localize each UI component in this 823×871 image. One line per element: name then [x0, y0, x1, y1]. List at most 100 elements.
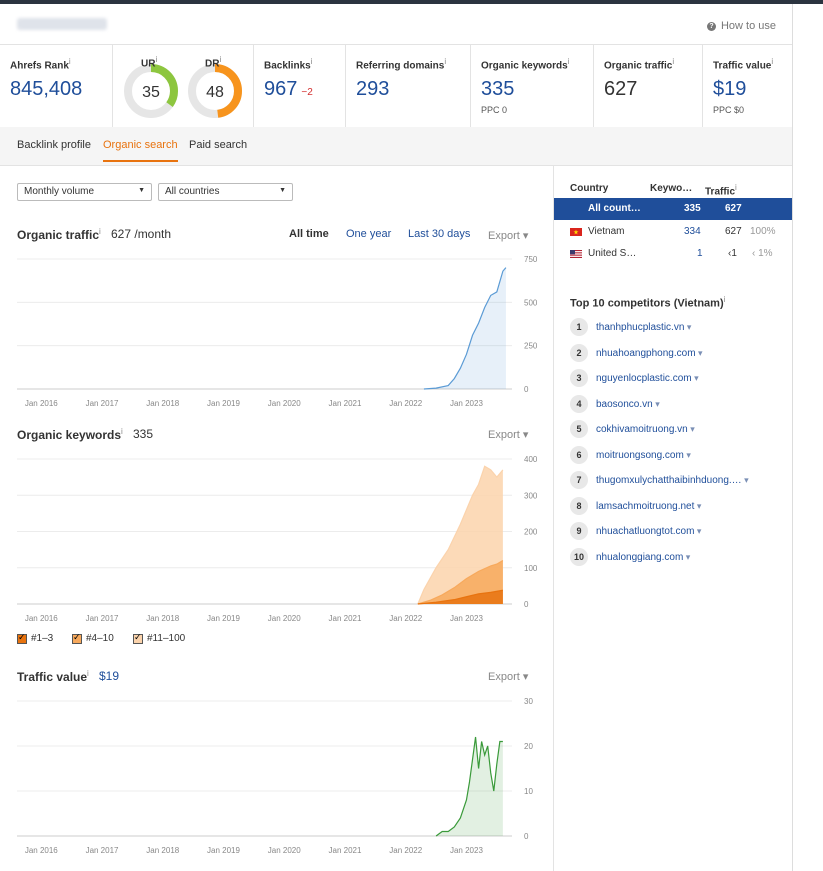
series-line	[435, 736, 503, 837]
tab-backlink-profile[interactable]: Backlink profile	[17, 139, 91, 151]
tab-organic-search[interactable]: Organic search	[103, 139, 178, 162]
metric-organic-keywords[interactable]: Organic keywordsi 335 PPC 0	[471, 45, 594, 128]
x-tick-label: Jan 2023	[450, 846, 483, 855]
info-icon[interactable]: i	[723, 295, 726, 304]
ur-value: 35	[142, 84, 160, 101]
metric-referring-domains[interactable]: Referring domainsi 293	[346, 45, 471, 128]
volume-select[interactable]: Monthly volume	[17, 183, 152, 201]
y-tick-label: 300	[524, 491, 538, 500]
info-icon[interactable]: i	[87, 669, 89, 678]
backlinks-value[interactable]: 967	[264, 78, 298, 101]
country-row-us[interactable]: United S… 1 ‹1 ‹ 1%	[554, 243, 792, 265]
x-tick-label: Jan 2020	[268, 614, 301, 623]
country-select[interactable]: All countries	[158, 183, 293, 201]
competitor-rank: 3	[570, 369, 588, 387]
y-tick-label: 10	[524, 787, 533, 796]
period-last-30-days[interactable]: Last 30 days	[408, 228, 471, 240]
checkbox-checked-icon[interactable]	[72, 632, 82, 644]
legend-4-10-label: #4–10	[86, 633, 114, 644]
competitor-domain-link[interactable]: baosonco.vn	[596, 399, 660, 410]
competitor-item[interactable]: 2 nhuahoangphong.com	[570, 343, 790, 364]
competitor-rank: 10	[570, 547, 588, 566]
info-icon[interactable]: i	[771, 57, 774, 66]
competitor-domain-link[interactable]: cokhivamoitruong.vn	[596, 424, 695, 435]
export-label: Export	[488, 429, 520, 441]
how-to-use-link[interactable]: ? How to use	[706, 20, 776, 32]
competitor-domain-link[interactable]: nguyenlocplastic.com	[596, 373, 699, 384]
top-bar	[0, 0, 823, 4]
info-icon[interactable]: i	[444, 57, 447, 66]
info-icon[interactable]: i	[121, 427, 123, 436]
export-label: Export	[488, 671, 520, 683]
x-tick-label: Jan 2018	[146, 846, 179, 855]
metric-backlinks[interactable]: Backlinksi 967 −2	[254, 45, 346, 128]
y-tick-label: 200	[524, 528, 538, 537]
chevron-down-icon: ▾	[522, 230, 529, 242]
country-row-all[interactable]: All count… 335 627	[554, 198, 792, 220]
competitor-item[interactable]: 9 nhuachatluongtot.com	[570, 522, 790, 542]
competitor-item[interactable]: 10 nhualonggiang.com	[570, 547, 790, 568]
competitor-rank: 6	[570, 445, 588, 464]
traffic-value-title-text: Traffic value	[17, 670, 88, 684]
export-traffic-button[interactable]: Export ▾	[488, 229, 528, 242]
competitor-item[interactable]: 3 nguyenlocplastic.com	[570, 369, 790, 389]
competitor-domain-link[interactable]: nhuachatluongtot.com	[596, 526, 701, 537]
site-name-blurred	[17, 18, 107, 30]
competitor-domain-link[interactable]: nhualonggiang.com	[596, 552, 690, 563]
info-icon[interactable]: i	[672, 57, 675, 66]
organic-traffic-summary: 627 /month	[111, 227, 172, 241]
info-icon[interactable]: i	[219, 55, 222, 64]
info-icon[interactable]: i	[735, 183, 737, 192]
tab-paid-search[interactable]: Paid search	[189, 139, 248, 151]
x-tick-label: Jan 2019	[207, 846, 240, 855]
ur-label: UR	[141, 58, 156, 70]
keywords-column-header[interactable]: Keywo…	[650, 183, 693, 194]
organic-keywords-chart: 400 300 200 100 0 Jan 2016 Jan 2017 Jan 2018 Jan…	[17, 455, 538, 623]
competitor-item[interactable]: 5 cokhivamoitruong.vn	[570, 420, 790, 440]
checkbox-checked-icon[interactable]	[17, 632, 27, 644]
competitor-item[interactable]: 4 baosonco.vn	[570, 394, 790, 415]
country-traffic: 627	[725, 203, 742, 214]
legend-4-10[interactable]: #4–10	[72, 632, 114, 644]
competitors-title: Top 10 competitors (Vietnam)i	[570, 295, 725, 310]
export-keywords-button[interactable]: Export ▾	[488, 428, 528, 441]
country-keywords[interactable]: 334	[684, 226, 701, 237]
country-name: United S…	[588, 248, 637, 259]
competitor-item[interactable]: 6 moitruongsong.com	[570, 445, 790, 466]
period-one-year[interactable]: One year	[346, 228, 392, 240]
y-tick-label: 0	[524, 832, 529, 841]
country-row-vietnam[interactable]: Vietnam 334 627 100%	[554, 221, 792, 243]
backlinks-delta: −2	[301, 87, 313, 99]
traffic-column-header: Traffici	[705, 183, 737, 197]
info-icon[interactable]: i	[155, 55, 158, 64]
competitor-item[interactable]: 8 lamsachmoitruong.net	[570, 496, 790, 517]
traffic-column-label[interactable]: Traffic	[705, 186, 736, 198]
legend-11-100-label: #11–100	[147, 633, 186, 644]
metric-ur-dr: URi 35 DRi 48	[113, 45, 254, 128]
organic-traffic-chart: 750 500 250 0 Jan 2016 Jan 2017 Jan 2018 Jan 20…	[17, 255, 538, 408]
period-all-time[interactable]: All time	[289, 228, 329, 240]
legend-top3[interactable]: #1–3	[17, 632, 53, 644]
organic-keywords-value[interactable]: 335	[481, 78, 515, 101]
info-icon[interactable]: i	[68, 57, 71, 66]
competitor-domain-link[interactable]: lamsachmoitruong.net	[596, 501, 701, 512]
competitor-item[interactable]: 7 thugomxulychatthaibinhduong.…	[570, 471, 790, 491]
series-line	[423, 267, 507, 390]
competitor-item[interactable]: 1 thanhphucplastic.vn	[570, 318, 790, 338]
export-value-button[interactable]: Export ▾	[488, 670, 528, 683]
competitor-domain-link[interactable]: nhuahoangphong.com	[596, 348, 703, 359]
competitor-domain-link[interactable]: moitruongsong.com	[596, 450, 691, 461]
referring-domains-value[interactable]: 293	[356, 78, 390, 101]
country-column-header[interactable]: Country	[570, 183, 609, 194]
competitor-domain-link[interactable]: thanhphucplastic.vn	[596, 322, 691, 333]
country-traffic: 627	[725, 226, 742, 237]
info-icon[interactable]: i	[310, 57, 313, 66]
info-icon[interactable]: i	[99, 227, 101, 236]
x-tick-label: Jan 2019	[207, 614, 240, 623]
info-icon[interactable]: i	[567, 57, 570, 66]
country-keywords[interactable]: 1	[697, 248, 703, 259]
checkbox-checked-icon[interactable]	[133, 632, 143, 644]
competitor-domain-link[interactable]: thugomxulychatthaibinhduong.…	[596, 475, 749, 486]
legend-11-100[interactable]: #11–100	[133, 632, 186, 644]
x-tick-label: Jan 2016	[25, 614, 58, 623]
